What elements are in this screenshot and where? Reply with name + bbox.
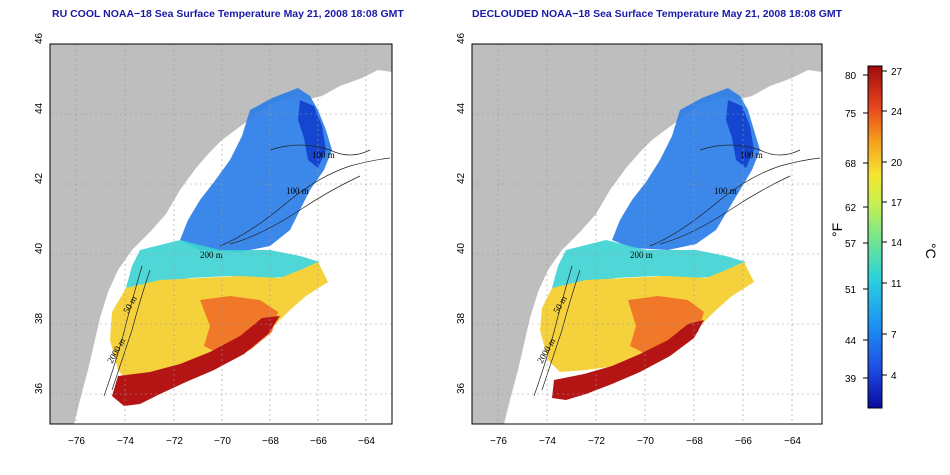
fahrenheit-tick: 39 bbox=[845, 374, 857, 385]
left-label-100m-north: 100 m bbox=[312, 150, 335, 160]
right-sst-cold-region bbox=[612, 88, 760, 250]
celsius-tick-labels: 27 24 20 17 14 11 7 4 bbox=[891, 67, 903, 382]
celsius-unit: °C bbox=[923, 243, 939, 259]
right-lon-tick: −64 bbox=[784, 436, 801, 447]
temperature-colorbar: 80 75 68 62 57 51 44 39 27 24 20 17 14 1… bbox=[829, 65, 939, 409]
celsius-tick: 11 bbox=[891, 279, 902, 290]
right-map-title: DECLOUDED NOAA−18 Sea Surface Temperatur… bbox=[472, 8, 843, 20]
fahrenheit-tick: 62 bbox=[845, 203, 857, 214]
right-lat-tick: 46 bbox=[456, 32, 467, 44]
left-sst-cold-patch bbox=[298, 100, 326, 168]
celsius-tick: 24 bbox=[891, 107, 903, 118]
left-sst-cold-region bbox=[180, 88, 332, 252]
left-y-axis: 36 38 40 42 44 46 bbox=[34, 32, 45, 394]
right-isobath-contours bbox=[533, 144, 821, 397]
right-lon-tick: −66 bbox=[735, 436, 752, 447]
fahrenheit-tick: 75 bbox=[845, 109, 857, 120]
right-lat-tick: 42 bbox=[456, 172, 467, 184]
left-lon-tick: −76 bbox=[68, 436, 85, 447]
right-x-axis: −76 −74 −72 −70 −68 −66 −64 bbox=[490, 436, 801, 447]
right-lon-tick: −72 bbox=[588, 436, 605, 447]
colorbar-gradient bbox=[867, 65, 883, 409]
right-lat-tick: 36 bbox=[456, 382, 467, 394]
fahrenheit-tick: 51 bbox=[845, 285, 857, 296]
left-lat-tick: 46 bbox=[34, 32, 45, 44]
left-lon-tick: −74 bbox=[117, 436, 134, 447]
left-lon-tick: −64 bbox=[358, 436, 375, 447]
right-y-axis: 36 38 40 42 44 46 bbox=[456, 32, 467, 394]
left-lat-tick: 40 bbox=[34, 242, 45, 254]
right-map-panel: 200 m 100 m 100 m 2000 m 50 m −76 −74 −7… bbox=[456, 32, 823, 447]
right-sst-cool-band bbox=[552, 240, 746, 288]
celsius-tick: 7 bbox=[891, 330, 897, 341]
celsius-tick: 4 bbox=[891, 371, 897, 382]
left-map-title: RU COOL NOAA−18 Sea Surface Temperature … bbox=[52, 8, 404, 20]
celsius-tick: 14 bbox=[891, 238, 903, 249]
left-sst-cool-band bbox=[126, 240, 320, 288]
left-lon-tick: −66 bbox=[310, 436, 327, 447]
right-lat-tick: 40 bbox=[456, 242, 467, 254]
fahrenheit-unit: °F bbox=[829, 223, 845, 237]
fahrenheit-tick: 68 bbox=[845, 159, 857, 170]
left-grid bbox=[50, 44, 392, 424]
celsius-tick: 27 bbox=[891, 67, 903, 78]
left-isobath-contours bbox=[103, 144, 391, 397]
celsius-tick: 17 bbox=[891, 198, 903, 209]
left-lon-tick: −68 bbox=[262, 436, 279, 447]
right-label-200m: 200 m bbox=[630, 250, 653, 260]
right-lat-tick: 44 bbox=[456, 102, 467, 114]
right-sst-gulf-stream bbox=[552, 320, 704, 400]
left-x-axis: −76 −74 −72 −70 −68 −66 −64 bbox=[68, 436, 375, 447]
left-lon-tick: −70 bbox=[214, 436, 231, 447]
left-label-100m: 100 m bbox=[286, 186, 309, 196]
right-lat-tick: 38 bbox=[456, 312, 467, 324]
left-sst-gulf-stream bbox=[112, 316, 280, 406]
left-label-200m: 200 m bbox=[200, 250, 223, 260]
left-map-panel: 200 m 100 m 100 m 2000 m 50 m −76 −74 − bbox=[34, 32, 393, 447]
left-lat-tick: 44 bbox=[34, 102, 45, 114]
left-lat-tick: 42 bbox=[34, 172, 45, 184]
right-land-mass bbox=[472, 44, 822, 424]
fahrenheit-tick: 80 bbox=[845, 71, 857, 82]
fahrenheit-tick-labels: 80 75 68 62 57 51 44 39 bbox=[845, 71, 857, 385]
left-lat-tick: 36 bbox=[34, 382, 45, 394]
right-sst-cold-patch bbox=[726, 100, 754, 168]
left-lon-tick: −72 bbox=[166, 436, 183, 447]
left-lat-tick: 38 bbox=[34, 312, 45, 324]
left-land-mass bbox=[50, 44, 392, 424]
right-label-100m-north: 100 m bbox=[740, 150, 763, 160]
right-grid bbox=[472, 44, 822, 424]
fahrenheit-tick: 57 bbox=[845, 239, 857, 250]
right-lon-tick: −76 bbox=[490, 436, 507, 447]
right-lon-tick: −74 bbox=[539, 436, 556, 447]
right-lon-tick: −70 bbox=[637, 436, 654, 447]
fahrenheit-tick: 44 bbox=[845, 336, 857, 347]
right-label-100m: 100 m bbox=[714, 186, 737, 196]
right-lon-tick: −68 bbox=[686, 436, 703, 447]
celsius-tick: 20 bbox=[891, 158, 903, 169]
